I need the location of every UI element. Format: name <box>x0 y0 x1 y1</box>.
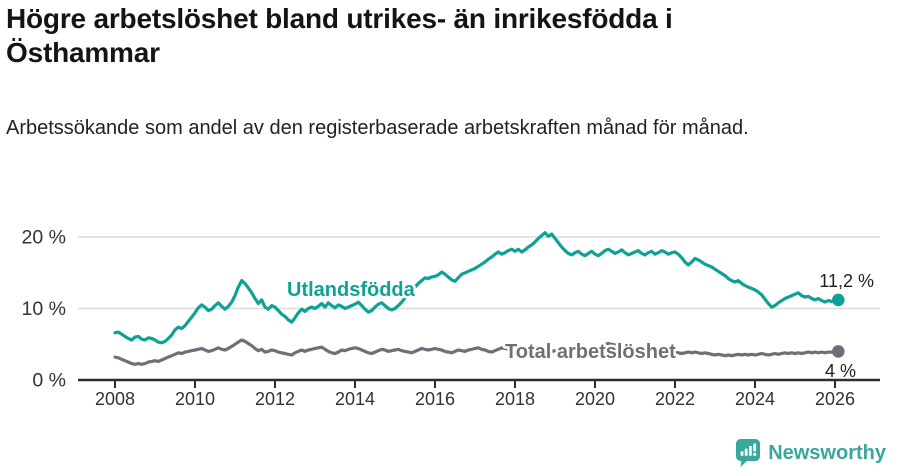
y-tick-label: 10 % <box>22 298 66 320</box>
newsworthy-logo: Newsworthy <box>735 438 886 468</box>
newsworthy-chart-bubble-icon <box>736 439 761 467</box>
x-tick-label: 2014 <box>335 389 375 409</box>
series-end-dots <box>832 293 845 358</box>
gridlines <box>78 236 880 310</box>
series-lines <box>113 231 840 366</box>
series-line <box>113 338 840 366</box>
x-tick-label: 2026 <box>815 389 855 409</box>
y-tick-label: 0 % <box>32 370 66 392</box>
series-end-dot <box>832 345 845 358</box>
x-tick-label: 2020 <box>575 389 615 409</box>
x-tick-label: 2022 <box>655 389 695 409</box>
end-value-annotations: 11,2 % 4 % <box>819 271 874 381</box>
y-axis-labels: 0 % 10 % 20 % <box>22 227 66 392</box>
x-tick-label: 2024 <box>735 389 775 409</box>
x-axis <box>78 378 880 388</box>
y-tick-label: 20 % <box>22 227 66 249</box>
x-tick-label: 2008 <box>95 389 135 409</box>
x-tick-label: 2018 <box>495 389 535 409</box>
x-tick-label: 2012 <box>255 389 295 409</box>
series-end-dot <box>832 293 845 307</box>
x-axis-labels: 2008 2010 2012 2014 2016 2018 2020 2022 2024 2026 <box>95 389 855 409</box>
x-tick-label: 2016 <box>415 389 455 409</box>
end-value-label: 4 % <box>825 361 856 381</box>
x-tick-label: 2010 <box>175 389 215 409</box>
page-title: Högre arbetslöshet bland utrikes- än inr… <box>6 3 673 68</box>
series-label: Utlandsfödda <box>287 279 416 301</box>
series-line <box>113 231 840 345</box>
chart-subtitle: Arbetssökande som andel av den registerb… <box>6 117 749 139</box>
series-label: Total arbetslöshet <box>505 341 676 363</box>
end-value-label: 11,2 % <box>819 271 874 291</box>
series-inline-labels: Utlandsfödda Total arbetslöshet <box>285 277 679 366</box>
brand-name: Newsworthy <box>768 441 886 464</box>
